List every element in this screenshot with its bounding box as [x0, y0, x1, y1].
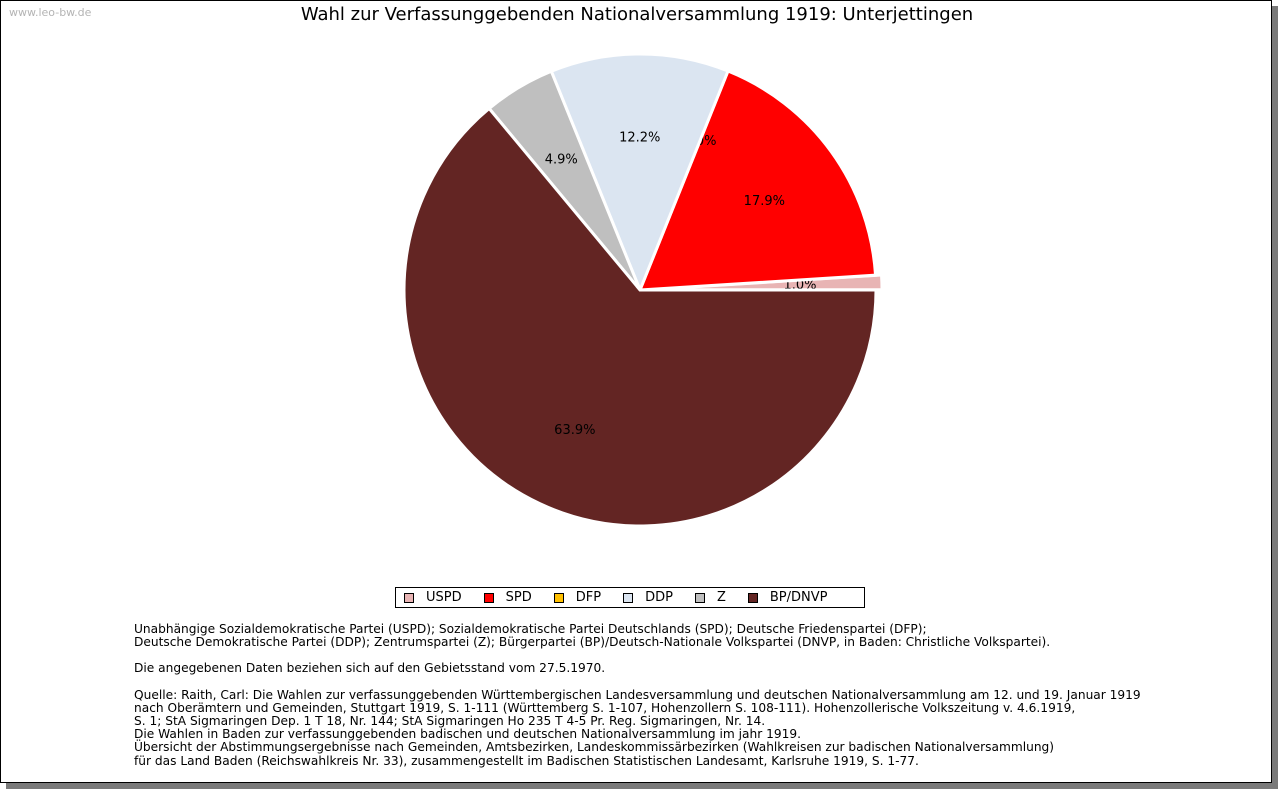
legend-label: Z — [716, 590, 726, 605]
legend-label: USPD — [426, 590, 462, 605]
legend-item-z: Z — [694, 590, 726, 605]
pie-slice-spd — [637, 69, 878, 292]
pie-slice-ddp — [549, 52, 730, 295]
legend-swatch — [694, 592, 705, 603]
pie-chart: 1.0%17.9%0.0%12.2%4.9%63.9% — [402, 52, 884, 528]
legend-label: SPD — [505, 590, 532, 605]
pie-label-ddp: 12.2% — [619, 131, 660, 146]
pie-label-bp-dnvp: 63.9% — [554, 423, 595, 438]
territory-note: Die angegebenen Daten beziehen sich auf … — [134, 661, 606, 676]
legend-swatch — [404, 592, 414, 603]
legend-swatch — [553, 592, 564, 603]
legend-item-bp-dnvp: BP/DNVP — [747, 590, 828, 605]
pie-slice-bp-dnvp — [402, 106, 878, 528]
legend-item-ddp: DDP — [623, 590, 673, 605]
legend-swatch — [483, 592, 494, 603]
watermark: www.leo-bw.de — [9, 6, 92, 19]
source-note: Quelle: Raith, Carl: Die Wahlen zur verf… — [134, 687, 1141, 768]
legend-label: DFP — [575, 590, 602, 605]
pie-label-z: 4.9% — [545, 152, 578, 167]
legend-label: DDP — [645, 590, 673, 605]
legend-label: BP/DNVP — [769, 590, 828, 605]
chart-title: Wahl zur Verfassunggebenden Nationalvers… — [300, 4, 974, 25]
pie-label-spd: 17.9% — [744, 194, 785, 209]
legend-item-dfp: DFP — [553, 590, 602, 605]
chart-legend: USPD SPD DFP DDP Z BP/DNVP — [395, 587, 865, 608]
chart-notes: Unabhängige Sozialdemokratische Partei (… — [134, 622, 1234, 768]
legend-item-uspd: USPD — [404, 590, 462, 605]
party-abbreviations-note: Unabhängige Sozialdemokratische Partei (… — [134, 622, 1051, 650]
legend-swatch — [747, 592, 758, 603]
legend-swatch — [623, 592, 634, 603]
legend-item-spd: SPD — [483, 590, 532, 605]
